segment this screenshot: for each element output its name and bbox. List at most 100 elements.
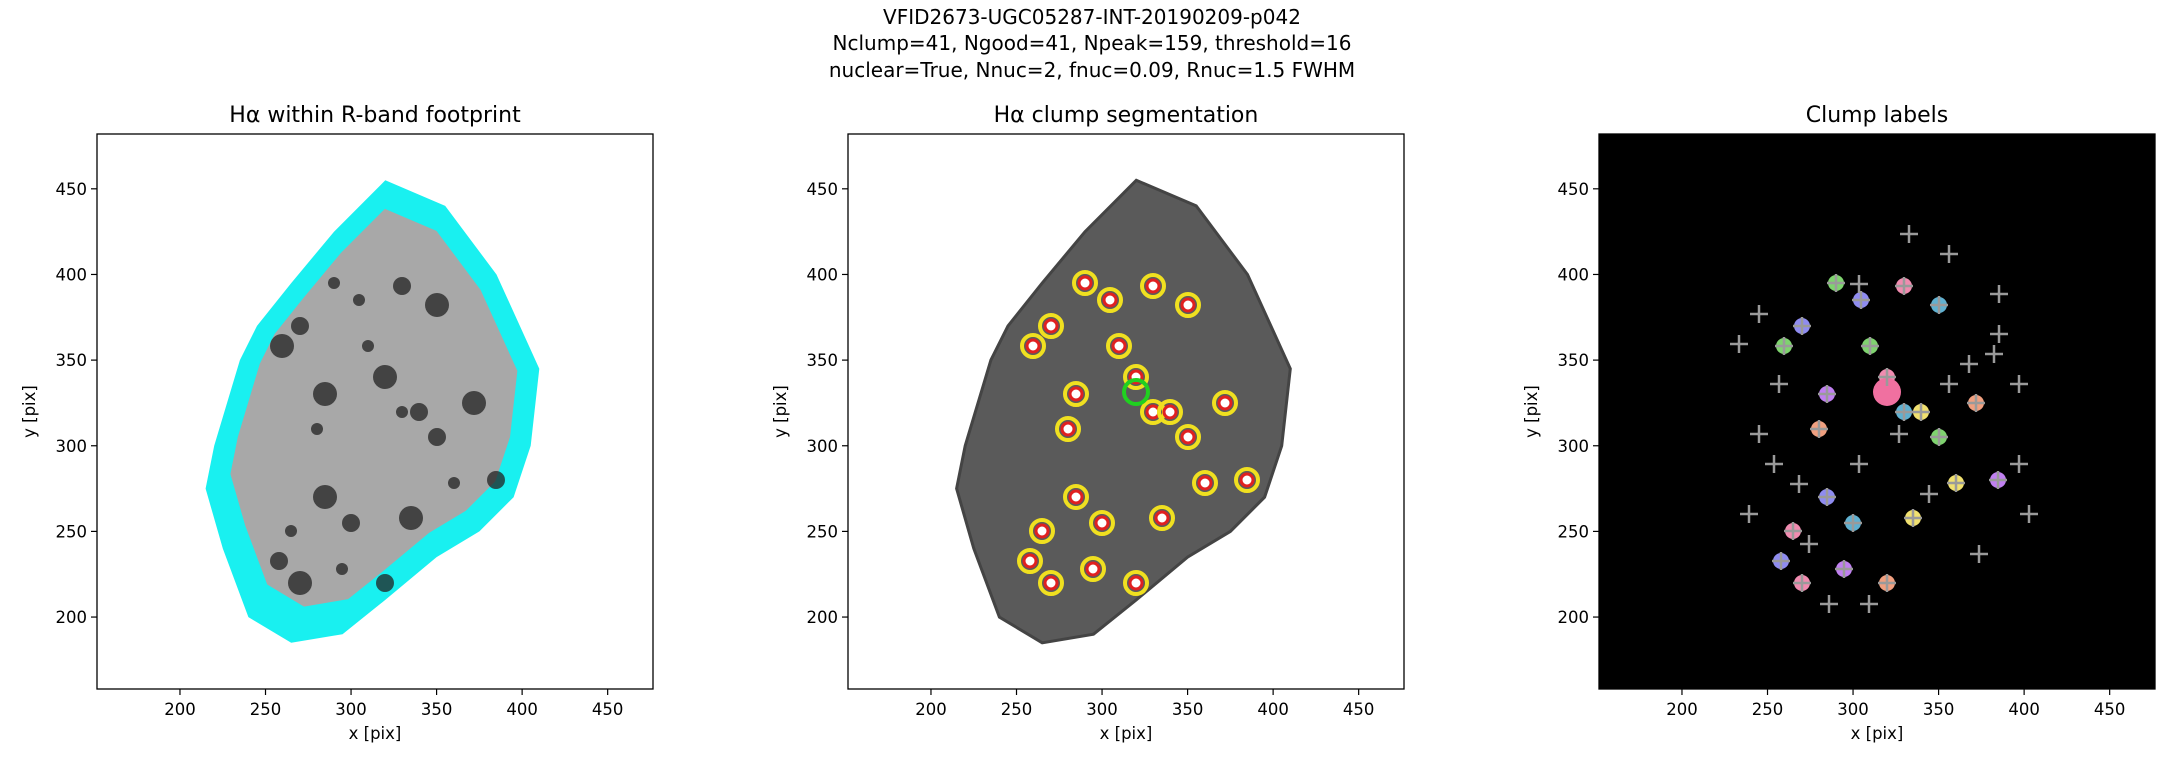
y-tick-label: 350	[56, 351, 88, 370]
clump-blob	[487, 471, 505, 489]
clump-contour	[1149, 505, 1175, 531]
clump-contour	[1055, 416, 1081, 442]
clump-marker	[1180, 297, 1196, 313]
image	[205, 180, 540, 643]
clump-blob	[285, 525, 297, 537]
peak-marker	[1878, 574, 1896, 592]
clump-marker	[1060, 421, 1076, 437]
peak-marker	[1930, 296, 1948, 314]
clump-contour	[1123, 364, 1149, 390]
clump-contour	[1038, 313, 1064, 339]
peak-marker	[1912, 403, 1930, 421]
clump-marker	[1154, 510, 1170, 526]
clump-marker	[1180, 429, 1196, 445]
peak-marker	[1878, 368, 1896, 386]
peak-marker	[1793, 574, 1811, 592]
y-tick-label: 300	[807, 437, 839, 456]
clump-blob	[313, 485, 337, 509]
x-tick-label: 300	[1837, 700, 1869, 719]
x-tick-label: 200	[915, 700, 947, 719]
clump-contour	[1080, 556, 1106, 582]
clump-contour	[1063, 381, 1089, 407]
clump-contour	[1072, 270, 1098, 296]
axes-title: Hα clump segmentation	[994, 103, 1259, 128]
image	[1599, 134, 2155, 689]
clump-blob	[313, 382, 337, 406]
clump-marker	[1068, 489, 1084, 505]
peak-marker	[1820, 595, 1838, 613]
peak-marker	[1765, 455, 1783, 473]
clump-label	[1873, 378, 1901, 406]
peak-marker	[1895, 277, 1913, 295]
clump-contour	[1063, 484, 1089, 510]
clump-contour	[1140, 273, 1166, 299]
clump-blob	[462, 391, 486, 415]
peak-marker	[1970, 545, 1988, 563]
y-tick-label: 250	[807, 522, 839, 541]
y-tick-label: 200	[1558, 608, 1590, 627]
peak-marker	[1989, 471, 2007, 489]
clump-blob	[362, 340, 374, 352]
axes-title: Hα within R-band footprint	[229, 103, 521, 128]
figure-title: Nclump=41, Ngood=41, Npeak=159, threshol…	[833, 31, 1352, 55]
clump-blob	[291, 317, 309, 335]
clump-marker	[1094, 515, 1110, 531]
figure-title: nuclear=True, Nnuc=2, fnuc=0.09, Rnuc=1.…	[829, 58, 1355, 82]
peak-marker	[1844, 514, 1862, 532]
clump-marker	[1043, 575, 1059, 591]
clump-blob	[376, 574, 394, 592]
clump-blob	[393, 277, 411, 295]
x-tick-label: 400	[506, 700, 538, 719]
clump-blob	[270, 334, 294, 358]
clump-blob	[399, 506, 423, 530]
peak-marker	[1740, 505, 1758, 523]
peak-marker	[1860, 595, 1878, 613]
clump-marker	[1239, 472, 1255, 488]
figure-title: VFID2673-UGC05287-INT-20190209-p042	[883, 5, 1301, 29]
clump-contour	[1212, 390, 1238, 416]
clump-marker	[1217, 395, 1233, 411]
peak-marker	[1904, 509, 1922, 527]
y-tick-label: 200	[807, 608, 839, 627]
peak-marker	[2010, 375, 2028, 393]
clump-blob	[425, 293, 449, 317]
clump-marker	[1025, 338, 1041, 354]
clump-marker	[1034, 523, 1050, 539]
x-tick-label: 300	[1086, 700, 1118, 719]
y-tick-label: 300	[1558, 437, 1590, 456]
peak-marker	[1940, 375, 1958, 393]
y-tick-label: 350	[1558, 351, 1590, 370]
peak-marker	[1861, 337, 1879, 355]
clump-marker	[1077, 275, 1093, 291]
x-tick-label: 200	[164, 700, 196, 719]
clump-contour	[1192, 470, 1218, 496]
y-tick-label: 400	[807, 265, 839, 284]
peak-marker	[1930, 428, 1948, 446]
x-tick-label: 450	[592, 700, 624, 719]
peak-marker	[1810, 420, 1828, 438]
y-tick-label: 300	[56, 437, 88, 456]
clump-blob	[336, 563, 348, 575]
x-tick-label: 450	[1343, 700, 1375, 719]
clump-contour	[1089, 510, 1115, 536]
clump-marker	[1102, 292, 1118, 308]
peak-marker	[1775, 337, 1793, 355]
clump-contour	[1157, 399, 1183, 425]
y-tick-label: 200	[56, 608, 88, 627]
clump-marker	[1145, 278, 1161, 294]
peak-marker	[1750, 425, 1768, 443]
peak-marker	[1850, 275, 1868, 293]
peak-marker	[1770, 375, 1788, 393]
peak-marker	[1850, 455, 1868, 473]
peak-marker	[1990, 285, 2008, 303]
clump-blob	[428, 428, 446, 446]
x-tick-label: 250	[1752, 700, 1784, 719]
clump-blob	[328, 277, 340, 289]
peak-marker	[1920, 485, 1938, 503]
clump-marker	[1111, 338, 1127, 354]
peak-marker	[1790, 475, 1808, 493]
y-tick-label: 450	[56, 180, 88, 199]
peak-marker	[2020, 505, 2038, 523]
clump-contour	[1175, 424, 1201, 450]
